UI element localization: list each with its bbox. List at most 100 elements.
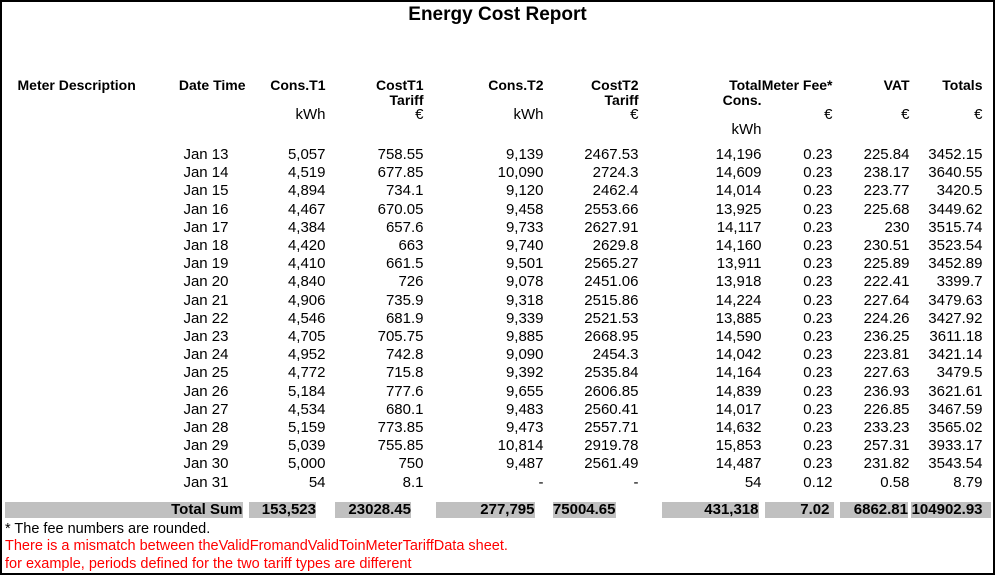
total-row: Total Sum 153,523 23028.45 277,795 75004…	[2, 501, 991, 518]
header-row-1: Meter Description Date Time Cons.T1 Cost…	[4, 78, 991, 93]
cell-totals: 3611.18	[929, 328, 983, 346]
cell-meter-fee: 0.23	[803, 182, 833, 200]
cell-date-time: Jan 23	[183, 328, 229, 346]
table-row: Jan 16 4,467 670.05 9,458 2553.66 13,925…	[4, 201, 991, 219]
cell-cons-t1: 5,184	[287, 382, 326, 400]
col-header-cost-t2-tariff: Tariff	[604, 93, 639, 107]
cell-cons-t1: 4,840	[287, 273, 326, 291]
fee-footnote: * The fee numbers are rounded.	[5, 520, 211, 537]
warning-line-2: for example, periods defined for the two…	[5, 556, 412, 573]
unit-spacer	[326, 122, 424, 146]
cell-cost-t1: 735.9	[385, 291, 424, 309]
cell-totals: 3399.7	[936, 273, 983, 291]
cell-date-time: Jan 15	[183, 182, 229, 200]
col-header-cons-t2: Cons.T2	[488, 78, 544, 93]
cell-cost-t2: 2557.71	[584, 419, 639, 437]
cell-meter-description	[4, 164, 174, 182]
cell-meter-description	[4, 146, 174, 164]
cell-cost-t1: 677.85	[377, 164, 424, 182]
cell-meter-description	[4, 201, 174, 219]
cell-vat: 257.31	[863, 437, 910, 455]
cell-cons-t2: 10,090	[497, 164, 544, 182]
unit-total-cons: kWh	[731, 122, 762, 138]
cell-cons-t2: 9,483	[505, 400, 544, 418]
cell-cons-t1: 54	[308, 473, 326, 491]
cell-total-cons: 14,632	[715, 419, 762, 437]
header-spacer	[246, 93, 326, 107]
cell-cons-t2: 9,090	[505, 346, 544, 364]
col-header-total-cons: Total	[729, 78, 762, 93]
cell-meter-fee: 0.23	[803, 328, 833, 346]
cell-vat: 223.77	[863, 182, 910, 200]
cell-cons-t1: 4,546	[287, 309, 326, 327]
col-header-date-time: Date Time	[178, 78, 246, 93]
cell-cons-t1: 5,039	[287, 437, 326, 455]
cell-cons-t2: 10,814	[497, 437, 544, 455]
cell-totals: 3543.54	[928, 455, 983, 473]
cell-cost-t2: 2668.95	[584, 328, 639, 346]
cell-total-cons: 14,590	[715, 328, 762, 346]
cell-meter-description	[4, 474, 174, 492]
page-title: Energy Cost Report	[408, 4, 587, 25]
cell-meter-fee: 0.23	[803, 273, 833, 291]
table-row: Jan 13 5,057 758.55 9,139 2467.53 14,196…	[4, 146, 991, 164]
cell-cons-t1: 4,906	[287, 291, 326, 309]
cell-vat: 227.63	[863, 364, 910, 382]
cell-date-time: Jan 31	[183, 473, 229, 491]
cell-meter-description	[4, 383, 174, 401]
cell-cost-t1: 742.8	[385, 346, 424, 364]
cell-cons-t1: 4,534	[287, 400, 326, 418]
cell-vat: 226.85	[863, 400, 910, 418]
cell-cost-t2: 2553.66	[584, 200, 639, 218]
spacer-row	[3, 491, 991, 502]
cell-cost-t2: 2462.4	[592, 182, 639, 200]
unit-spacer	[4, 107, 174, 122]
cell-cost-t1: 734.1	[385, 182, 424, 200]
cell-date-time: Jan 16	[183, 200, 229, 218]
table-row: Jan 20 4,840 726 9,078 2451.06 13,918 0.…	[4, 273, 991, 291]
cell-meter-description	[4, 364, 174, 382]
table-row: Jan 15 4,894 734.1 9,120 2462.4 14,014 0…	[4, 182, 991, 200]
cell-cost-t1: 773.85	[377, 419, 424, 437]
cell-total-cons: 14,487	[715, 455, 762, 473]
cell-date-time: Jan 20	[183, 273, 229, 291]
unit-totals: €	[974, 107, 983, 122]
cell-cons-t1: 4,467	[287, 200, 326, 218]
table-row: Jan 18 4,420 663 9,740 2629.8 14,160 0.2…	[4, 237, 991, 255]
spacer-cell	[3, 491, 991, 502]
cell-cost-t2: 2560.41	[584, 400, 639, 418]
cell-meter-fee: 0.23	[803, 218, 833, 236]
cell-cons-t2: 9,139	[505, 146, 544, 163]
units-row: kWh € kWh € € € €	[4, 107, 991, 122]
cell-totals: 3452.15	[928, 146, 983, 163]
cell-totals: 3933.17	[928, 437, 983, 455]
unit-spacer	[174, 122, 246, 146]
table-row: Jan 23 4,705 705.75 9,885 2668.95 14,590…	[4, 328, 991, 346]
table-row: Jan 27 4,534 680.1 9,483 2560.41 14,017 …	[4, 401, 991, 419]
total-cost-t2: 75004.65	[534, 501, 639, 518]
cell-cons-t1: 4,519	[287, 164, 326, 182]
cell-total-cons: 14,609	[715, 164, 762, 182]
cell-cost-t2: 2535.84	[584, 364, 639, 382]
cell-cost-t2: 2565.27	[584, 255, 639, 273]
cell-totals: 3640.55	[928, 164, 983, 182]
cell-vat: 225.84	[863, 146, 910, 163]
cell-totals: 3427.92	[928, 309, 983, 327]
cell-meter-description	[4, 346, 174, 364]
table-header: Meter Description Date Time Cons.T1 Cost…	[4, 78, 991, 146]
cell-cons-t2: 9,473	[505, 419, 544, 437]
table-footer: Total Sum 153,523 23028.45 277,795 75004…	[2, 491, 991, 518]
cell-date-time: Jan 27	[183, 400, 229, 418]
col-header-vat: VAT	[883, 78, 910, 93]
cell-total-cons: 14,017	[715, 400, 762, 418]
cell-totals: 3479.5	[936, 364, 983, 382]
cell-totals: 3565.02	[928, 419, 983, 437]
cell-totals: 3515.74	[928, 218, 983, 236]
cell-cost-t2: 2561.49	[584, 455, 639, 473]
cell-cons-t2: 9,392	[505, 364, 544, 382]
total-cost-t1: 23028.45	[316, 501, 424, 518]
cell-date-time: Jan 14	[183, 164, 229, 182]
total-total-cons: 431,318	[615, 501, 762, 518]
cell-meter-fee: 0.23	[803, 146, 833, 163]
